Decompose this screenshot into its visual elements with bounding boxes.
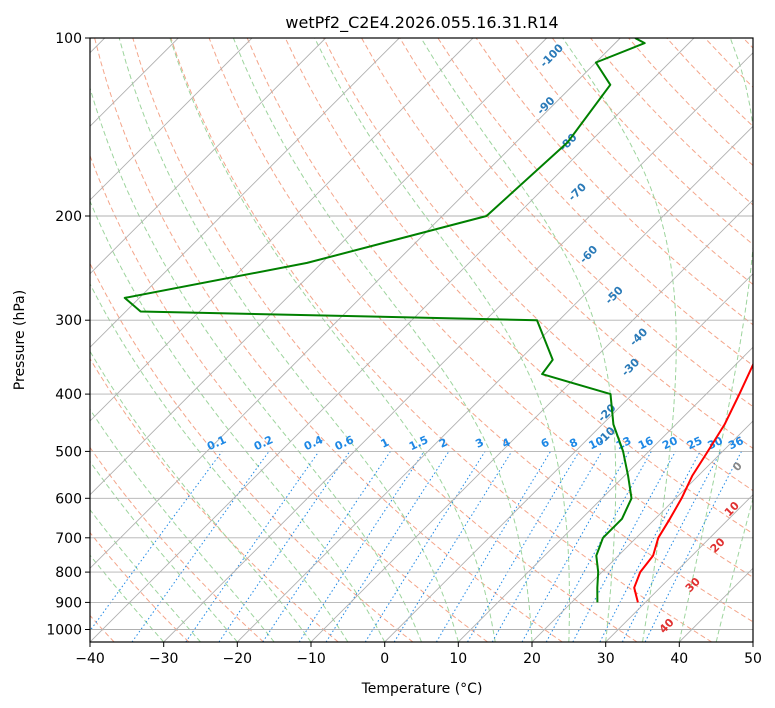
temperature-line	[633, 362, 753, 603]
mixing-ratio-label: 20	[660, 434, 680, 452]
x-tick-label: −10	[296, 651, 326, 667]
x-tick-label: 40	[670, 651, 688, 667]
x-axis-label: Temperature (°C)	[361, 681, 483, 697]
mixing-ratio-line	[298, 451, 425, 642]
dry-adiabat-line	[246, 38, 753, 578]
mixing-ratio-line	[393, 451, 513, 642]
mixing-ratio-label: 10	[587, 434, 607, 452]
dry-adiabats	[90, 38, 753, 642]
y-tick-label: 700	[55, 531, 82, 547]
isotherm-line	[90, 38, 548, 496]
dry-adiabat-line	[90, 446, 264, 642]
axis-ticks: −40 −30 −20 −10 0 10 20 30 40 50 1000 900 800 700 600 5…	[46, 31, 762, 667]
moist-adiabat-line	[90, 408, 275, 642]
dry-adiabat-line	[208, 38, 753, 623]
dry-adiabat-line	[90, 531, 190, 642]
x-tick-label: 20	[523, 651, 541, 667]
moist-adiabat-line	[715, 496, 753, 642]
mixing-ratio-line	[325, 451, 450, 642]
y-tick-label: 200	[55, 209, 82, 225]
grid-lines	[90, 38, 753, 642]
dry-adiabat-line	[170, 38, 712, 642]
isotherm-line	[90, 38, 400, 348]
dry-adiabat-line	[94, 38, 563, 642]
y-tick-label: 100	[55, 31, 82, 47]
isotherm-line	[457, 346, 753, 642]
y-tick-label: 300	[55, 313, 82, 329]
mixing-ratio-line	[262, 451, 391, 642]
x-tick-label: 0	[380, 651, 389, 667]
x-tick-label: −30	[149, 651, 179, 667]
moist-adiabat-line	[314, 38, 570, 642]
moist-adiabat-line	[90, 460, 238, 642]
dewpoint-line	[123, 38, 646, 603]
mixing-ratio-line	[185, 451, 320, 642]
isotherm-line	[605, 494, 753, 642]
mixing-ratio-lines	[90, 451, 742, 642]
mixing-ratio-line	[545, 451, 652, 642]
dry-adiabat-line	[323, 38, 753, 492]
moist-adiabat-line	[420, 38, 617, 642]
y-tick-label: 600	[55, 491, 82, 507]
mixing-ratio-line	[218, 451, 351, 642]
mixing-ratio-line	[521, 451, 630, 642]
isotherm-line	[90, 38, 253, 201]
sounding-profiles	[123, 38, 753, 603]
dry-adiabat-line	[513, 38, 753, 286]
x-tick-label: 10	[449, 651, 467, 667]
y-tick-label: 800	[55, 565, 82, 581]
isotherm-line	[163, 52, 753, 642]
x-tick-label: −20	[223, 651, 253, 667]
mixing-ratio-label: 25	[685, 434, 704, 452]
dry-adiabat-line	[90, 357, 339, 642]
isotherm-line	[90, 38, 695, 642]
y-tick-label: 500	[55, 444, 82, 460]
mixing-ratio-label: 36	[726, 434, 746, 452]
isotherm-line	[531, 420, 753, 642]
dry-adiabat-line	[361, 38, 753, 449]
y-tick-label: 1000	[46, 623, 82, 639]
chart-title: wetPf2_C2E4.2026.055.16.31.R14	[285, 13, 558, 33]
mixing-ratio-label: 16	[636, 434, 656, 452]
isotherm-line	[90, 38, 474, 422]
dry-adiabat-line	[90, 154, 488, 642]
y-axis-label: Pressure (hPa)	[12, 290, 28, 390]
isotherm-line	[384, 273, 753, 642]
dry-adiabat-line	[132, 38, 638, 642]
dry-adiabat-line	[284, 38, 753, 535]
x-tick-label: −40	[75, 651, 105, 667]
plot-frame	[89, 37, 754, 643]
dry-adiabat-line	[399, 38, 753, 408]
moist-adiabat-line	[678, 38, 753, 642]
moist-adiabat-line	[562, 38, 677, 642]
x-tick-label: 50	[744, 651, 762, 667]
x-tick-label: 30	[597, 651, 615, 667]
dry-adiabat-line	[437, 38, 753, 367]
isotherm-line	[90, 38, 621, 569]
moist-adiabat-line	[90, 282, 349, 642]
moist-adiabat-line	[90, 199, 386, 642]
moist-adiabat-line	[118, 38, 459, 642]
isotherm-line	[90, 38, 327, 275]
mixing-ratio-line	[621, 451, 722, 642]
y-tick-label: 400	[55, 387, 82, 403]
y-tick-label: 900	[55, 595, 82, 611]
isotherm-line	[310, 199, 753, 642]
isotherm-line	[236, 125, 753, 642]
mixing-ratio-line	[572, 451, 676, 642]
moist-adiabat-line	[169, 38, 496, 642]
mixing-ratio-line	[90, 451, 223, 632]
mixing-ratio-line	[644, 451, 742, 642]
